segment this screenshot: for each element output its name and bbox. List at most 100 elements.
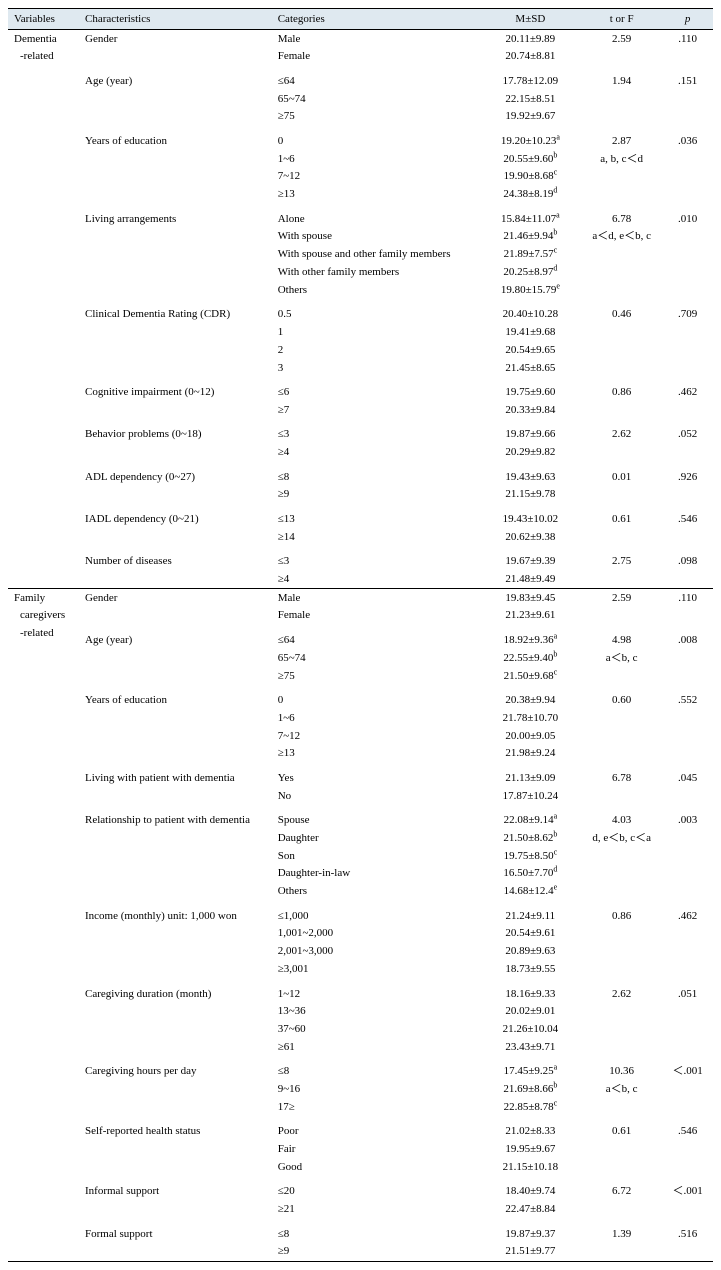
characteristic-cell [79,787,272,805]
msd-cell: 19.80±15.79e [480,281,581,299]
header-p: p [662,9,713,30]
variable-cell [8,264,79,282]
category-cell: Yes [272,763,480,787]
table-row: 1~621.78±10.70 [8,709,713,727]
category-cell: ≤64 [272,625,480,649]
table-row: With spouse21.46±9.94ba＜d, e＜b, c [8,228,713,246]
variable-cell [8,1081,79,1099]
p-cell [662,48,713,66]
table-row: Son19.75±8.50c [8,847,713,865]
table-row: 119.41±9.68 [8,324,713,342]
msd-cell: 21.78±10.70 [480,709,581,727]
category-cell: ≥14 [272,528,480,546]
msd-cell: 21.26±10.04 [480,1021,581,1039]
tf-cell: 2.59 [581,589,662,607]
msd-cell: 23.43±9.71 [480,1039,581,1057]
tf-cell: 4.03 [581,805,662,829]
tf-cell: 10.36 [581,1056,662,1080]
msd-cell: 22.47±8.84 [480,1201,581,1219]
category-cell: Fair [272,1141,480,1159]
table-row: Years of education019.20±10.23a2.87.036 [8,126,713,150]
msd-cell: 20.29±9.82 [480,444,581,462]
msd-cell: 20.89±9.63 [480,943,581,961]
table-row: IADL dependency (0~21)≤1319.43±10.020.61… [8,504,713,528]
variable-cell [8,281,79,299]
p-cell: .516 [662,1219,713,1243]
tf-cell [581,667,662,685]
msd-cell: 17.45±9.25a [480,1056,581,1080]
variable-cell [8,901,79,925]
variable-cell [8,486,79,504]
category-cell: ≤8 [272,1219,480,1243]
table-row: ADL dependency (0~27)≤819.43±9.630.01.92… [8,462,713,486]
category-cell: 7~12 [272,168,480,186]
table-row: FamilyGenderMale19.83±9.452.59.110 [8,589,713,607]
msd-cell: 21.50±9.68c [480,667,581,685]
variable-cell [8,462,79,486]
variable-cell [8,359,79,377]
category-cell: ≥21 [272,1201,480,1219]
category-cell: ≥13 [272,745,480,763]
p-cell [662,1021,713,1039]
category-cell: ≥7 [272,402,480,420]
category-cell: ≤20 [272,1176,480,1200]
category-cell: Poor [272,1116,480,1140]
header-tf: t or F [581,9,662,30]
variable-cell [8,66,79,90]
characteristic-cell: Age (year) [79,66,272,90]
msd-cell: 19.43±10.02 [480,504,581,528]
characteristic-cell [79,281,272,299]
variable-cell [8,546,79,570]
tf-cell [581,925,662,943]
p-cell: .036 [662,126,713,150]
header-msd: M±SD [480,9,581,30]
p-cell [662,1159,713,1177]
category-cell: ≥13 [272,186,480,204]
variable-cell [8,1099,79,1117]
variable-cell [8,805,79,829]
table-row: Daughter-in-law16.50±7.70d [8,865,713,883]
characteristic-cell: Income (monthly) unit: 1,000 won [79,901,272,925]
p-cell [662,1141,713,1159]
category-cell: No [272,787,480,805]
category-cell: Good [272,1159,480,1177]
table-row: Cognitive impairment (0~12)≤619.75±9.600… [8,377,713,401]
variable-cell [8,402,79,420]
p-cell: .546 [662,1116,713,1140]
characteristic-cell: Caregiving hours per day [79,1056,272,1080]
p-cell [662,865,713,883]
category-cell: ≥3,001 [272,961,480,979]
p-cell [662,607,713,625]
category-cell: ≥75 [272,108,480,126]
variable-cell [8,667,79,685]
table-row: Behavior problems (0~18)≤319.87±9.662.62… [8,419,713,443]
msd-cell: 18.92±9.36a [480,625,581,649]
category-cell: Spouse [272,805,480,829]
tf-cell: 1.39 [581,1219,662,1243]
variable-cell [8,528,79,546]
variable-cell: Family [8,589,79,607]
variable-cell [8,961,79,979]
p-cell: .052 [662,419,713,443]
p-cell [662,1081,713,1099]
table-row: ≥2122.47±8.84 [8,1201,713,1219]
tf-cell: a＜b, c [581,1081,662,1099]
msd-cell: 19.87±9.37 [480,1219,581,1243]
category-cell: ≥61 [272,1039,480,1057]
tf-cell [581,168,662,186]
tf-cell: 2.75 [581,546,662,570]
variable-cell [8,150,79,168]
variable-cell [8,204,79,228]
tf-cell [581,745,662,763]
msd-cell: 18.73±9.55 [480,961,581,979]
tf-cell: 0.61 [581,1116,662,1140]
p-cell: .552 [662,685,713,709]
category-cell: ≤3 [272,546,480,570]
characteristic-cell [79,90,272,108]
tf-cell: a＜b, c [581,649,662,667]
tf-cell [581,961,662,979]
p-cell [662,1099,713,1117]
msd-cell: 21.02±8.33 [480,1116,581,1140]
tf-cell [581,486,662,504]
characteristic-cell: Informal support [79,1176,272,1200]
